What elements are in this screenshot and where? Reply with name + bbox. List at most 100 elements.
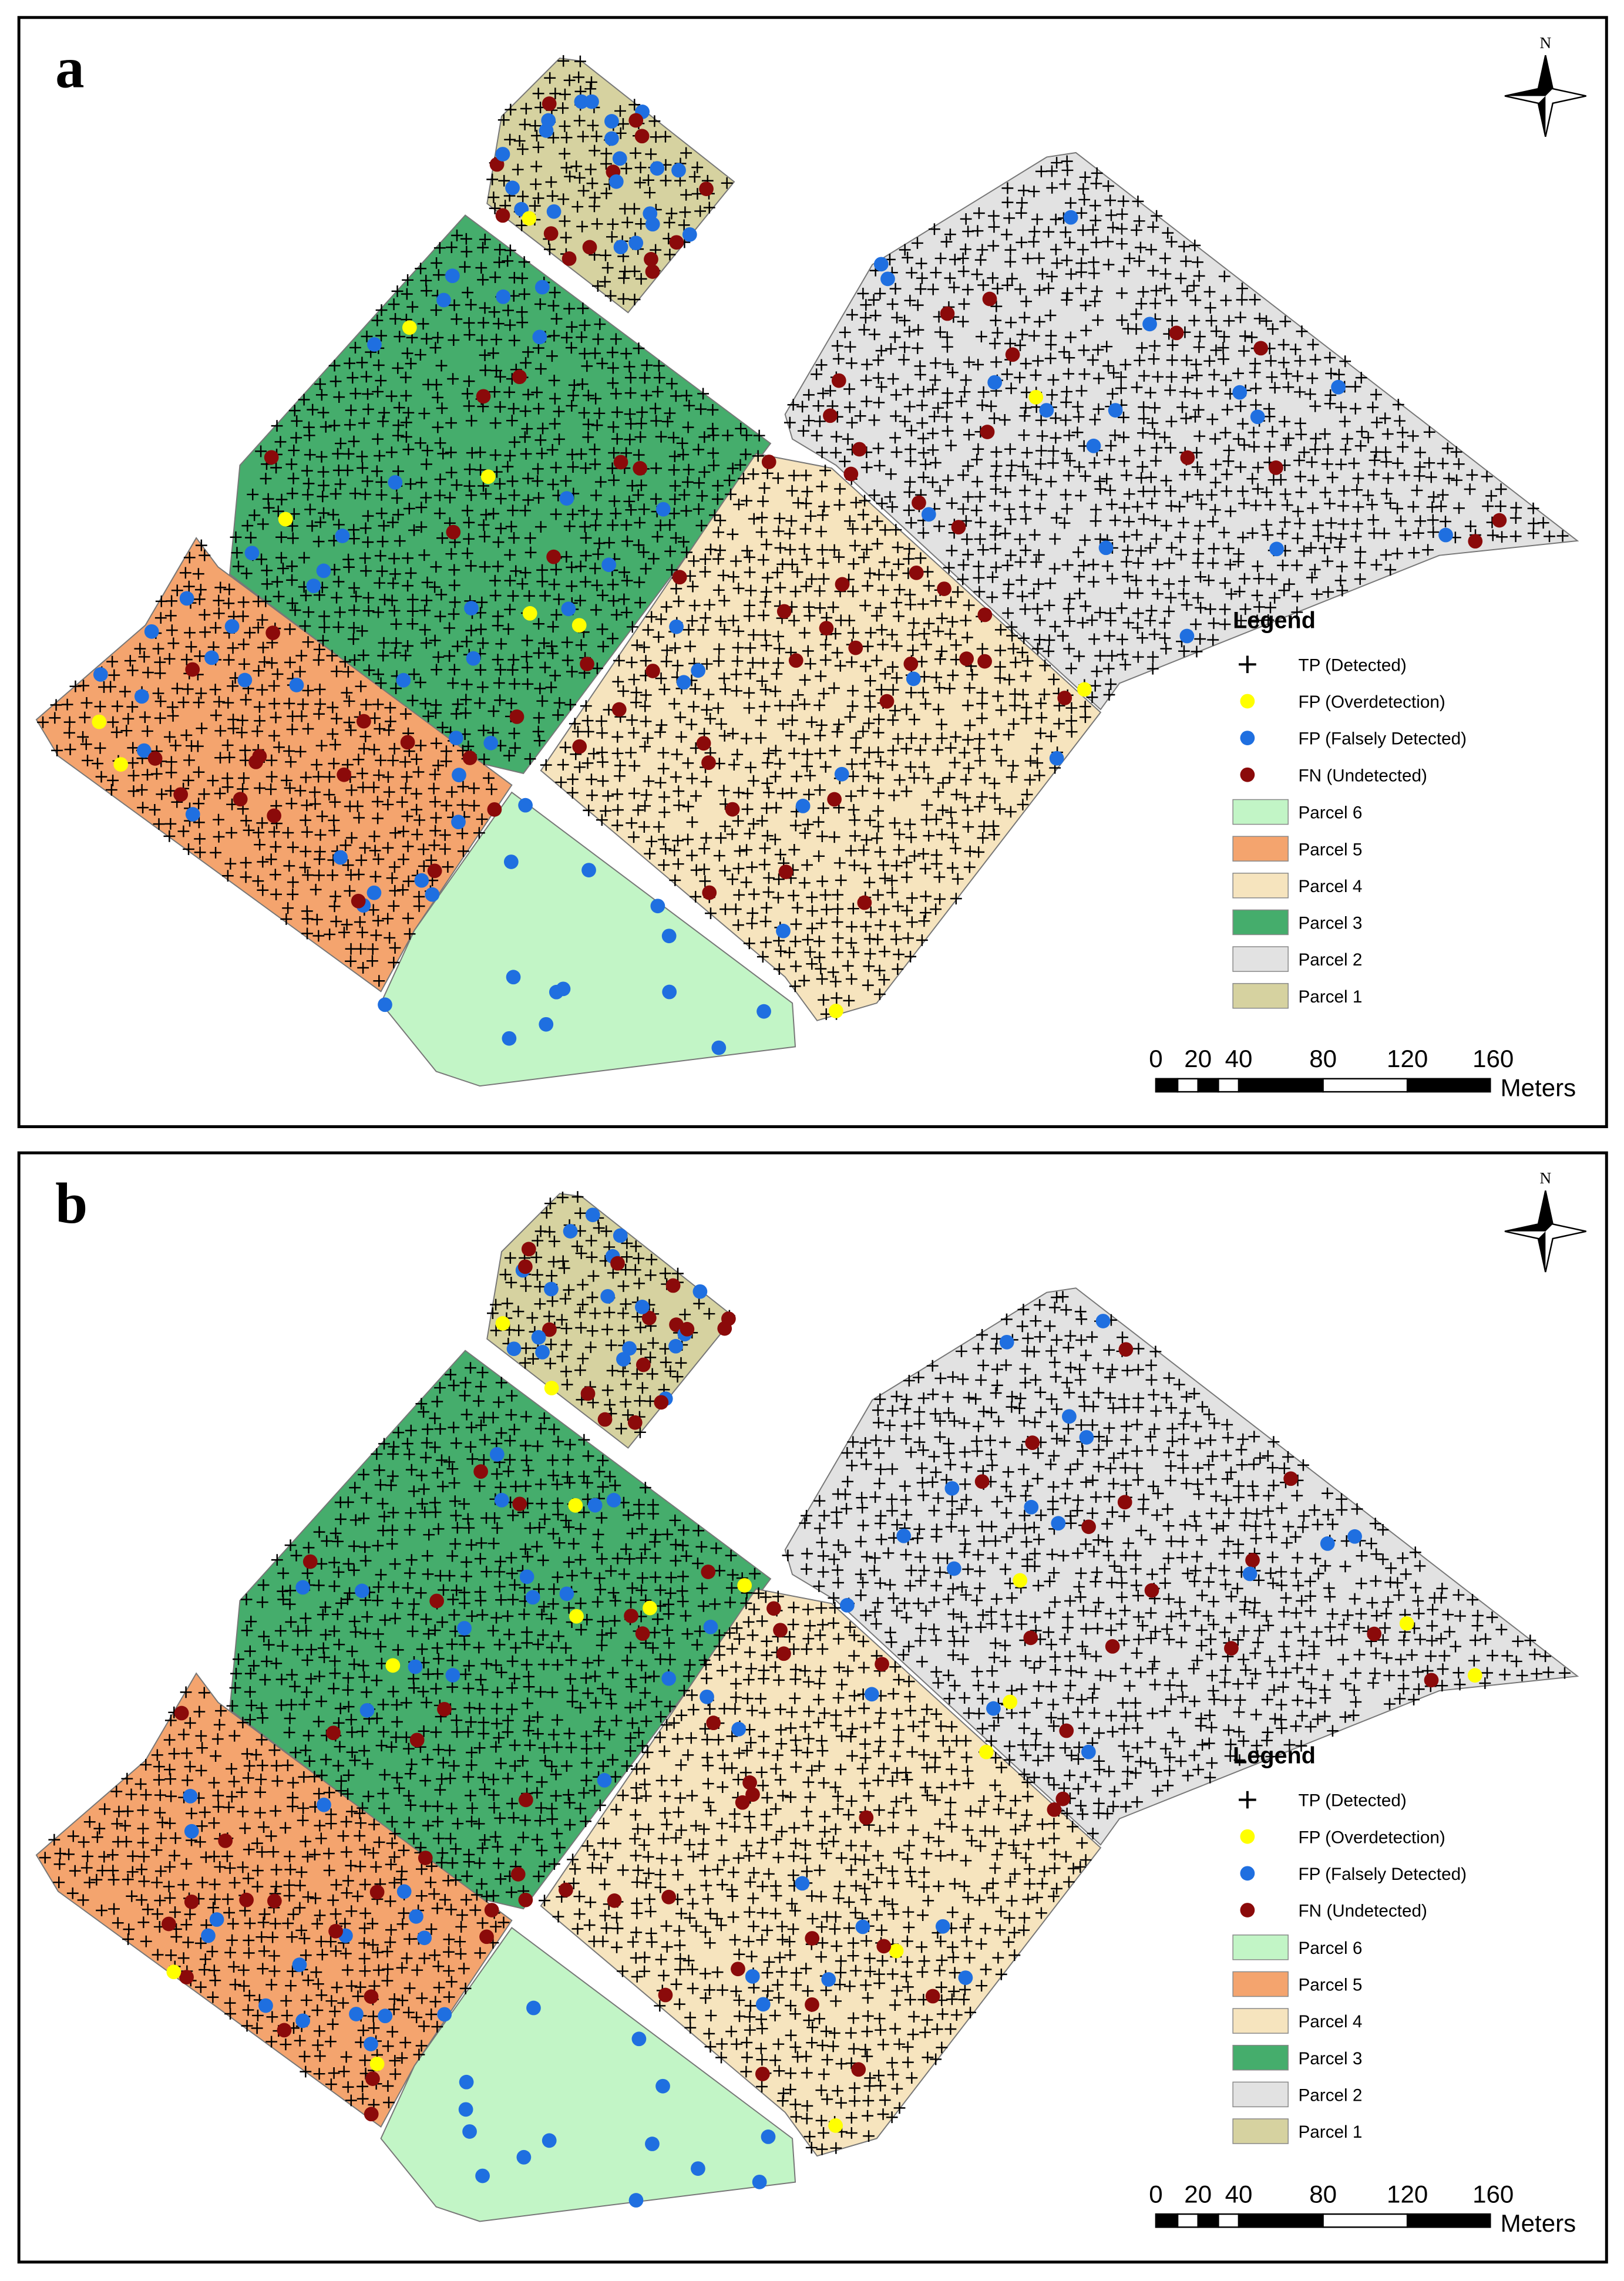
legend-symbol (1240, 767, 1255, 782)
detection-dot (535, 1345, 550, 1360)
detection-dot (701, 755, 716, 771)
detection-dot (641, 1310, 657, 1325)
detection-dot (265, 625, 281, 640)
detection-dot (1269, 460, 1283, 475)
detection-dot (518, 1792, 533, 1808)
detection-dot (561, 601, 576, 617)
detection-dot (940, 306, 955, 321)
detection-dot (292, 1957, 307, 1972)
detection-dot (1081, 1519, 1096, 1535)
legend-symbol (1240, 1866, 1255, 1881)
detection-dot (92, 714, 107, 729)
detection-dot (980, 425, 995, 439)
detection-dot (385, 1658, 401, 1673)
legend-swatch (1232, 873, 1289, 899)
detection-dot (828, 2118, 843, 2133)
legend-symbol (1240, 694, 1255, 709)
detection-dot (613, 1228, 628, 1243)
legend-swatch (1232, 1971, 1289, 1997)
legend-label: Parcel 5 (1299, 1976, 1363, 1995)
detection-dot (494, 1493, 509, 1508)
detection-dot (600, 1288, 616, 1304)
detection-dot (1005, 347, 1020, 362)
detection-dot (267, 1893, 282, 1909)
legend-label: Parcel 2 (1299, 2085, 1363, 2105)
detection-dot (204, 650, 219, 665)
detection-dot (179, 591, 194, 606)
scale-bar-segment (1322, 2213, 1408, 2228)
detection-dot (173, 787, 189, 802)
legend-title: Legend (1233, 607, 1316, 633)
detection-dot (1399, 1616, 1414, 1631)
detection-dot (559, 491, 574, 506)
detection-dot (1117, 1495, 1132, 1510)
detection-dot (1169, 325, 1184, 341)
detection-dot (144, 624, 159, 639)
detection-dot (295, 2013, 310, 2028)
detection-dot (1467, 1668, 1482, 1683)
detection-dot (359, 1703, 375, 1718)
scale-unit: Meters (1501, 1074, 1576, 1102)
detection-dot (672, 570, 687, 585)
detection-dot (451, 815, 466, 830)
legend-label: Parcel 4 (1299, 877, 1363, 896)
detection-dot (185, 662, 200, 677)
detection-dot (944, 1481, 960, 1496)
detection-dot (365, 2071, 380, 2086)
detection-dot (278, 512, 293, 527)
detection-dot (737, 1578, 752, 1593)
detection-dot (166, 1964, 181, 1980)
detection-dot (183, 1789, 198, 1804)
detection-dot (692, 1284, 708, 1299)
detection-dot (699, 181, 714, 196)
detection-dot (616, 1352, 631, 1367)
detection-dot (495, 208, 510, 223)
scale-tick-label: 80 (1309, 1045, 1337, 1072)
detection-dot (1283, 1471, 1299, 1486)
detection-dot (446, 524, 461, 540)
detection-dot (828, 1004, 843, 1018)
detection-dot (1095, 1314, 1111, 1328)
detection-dot (665, 1278, 681, 1293)
detection-dot (612, 151, 627, 166)
scale-tick-label: 0 (1149, 1045, 1162, 1072)
detection-dot (264, 450, 279, 465)
detection-dot (483, 735, 499, 751)
detection-dot (367, 337, 382, 352)
detection-dot (512, 1496, 527, 1512)
detection-dot (1142, 317, 1157, 332)
legend-label: FP (Overdetection) (1299, 692, 1445, 712)
parcel (784, 1287, 1579, 1846)
detection-dot (542, 96, 557, 111)
detection-dot (631, 2031, 647, 2047)
detection-dot (627, 1415, 643, 1430)
detection-dot (459, 2074, 474, 2090)
detection-dot (682, 227, 697, 242)
detection-dot (349, 2007, 364, 2021)
detection-dot (925, 1989, 940, 2004)
detection-dot (201, 1928, 216, 1943)
north-arrow (1504, 1190, 1586, 1273)
legend-title: Legend (1233, 1743, 1316, 1769)
detection-dot (691, 663, 706, 678)
detection-dot (831, 373, 846, 388)
legend-symbol (1239, 655, 1256, 674)
detection-dot (795, 1876, 810, 1891)
detection-dot (174, 1705, 189, 1721)
scale-bar-segment (1176, 2213, 1199, 2228)
detection-dot (1438, 527, 1453, 543)
detection-dot (367, 885, 382, 900)
detection-dot (610, 1256, 625, 1271)
detection-dot (655, 2078, 670, 2094)
legend-label: Parcel 6 (1299, 803, 1363, 823)
detection-dot (1232, 385, 1248, 400)
legend-swatch (1232, 799, 1289, 825)
detection-dot (1105, 1639, 1120, 1654)
north-label: N (1539, 1169, 1551, 1187)
legend-label: TP (Detected) (1299, 655, 1407, 675)
detection-dot (503, 854, 519, 869)
detection-dot (903, 656, 919, 671)
detection-dot (295, 1580, 310, 1595)
legend-label: Parcel 3 (1299, 2049, 1363, 2068)
detection-dot (986, 1701, 1001, 1716)
